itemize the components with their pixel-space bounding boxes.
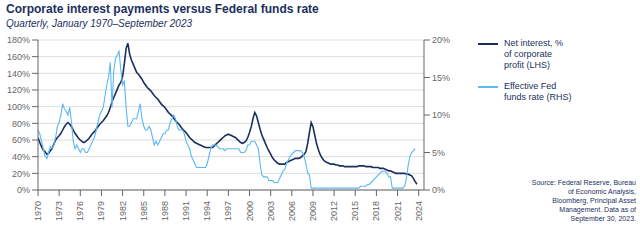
svg-text:1976: 1976	[75, 201, 85, 221]
svg-text:2015: 2015	[350, 201, 360, 221]
svg-text:2009: 2009	[308, 201, 318, 221]
svg-text:40%: 40%	[12, 152, 30, 162]
svg-text:0%: 0%	[432, 185, 445, 195]
svg-text:1970: 1970	[33, 201, 43, 221]
html-text:Effective Fed funds rate (RHS): Effective Fed funds rate (RHS)	[504, 81, 572, 102]
svg-text:120%: 120%	[8, 85, 30, 95]
svg-text:2003: 2003	[266, 201, 276, 221]
svg-text:0%: 0%	[17, 185, 30, 195]
svg-text:1994: 1994	[202, 201, 212, 221]
svg-text:2021: 2021	[393, 201, 403, 221]
svg-text:1979: 1979	[96, 201, 106, 221]
html-text:Corporate interest payments ve: Corporate interest payments versus Feder…	[6, 2, 319, 16]
svg-text:2000: 2000	[245, 201, 255, 221]
svg-text:1997: 1997	[223, 201, 233, 221]
html-text:Net interest, % of corporate p: Net interest, % of corporate profit (LHS…	[504, 38, 563, 70]
svg-text:2006: 2006	[287, 201, 297, 221]
svg-text:80%: 80%	[12, 119, 30, 129]
svg-text:1982: 1982	[118, 201, 128, 221]
svg-text:140%: 140%	[8, 69, 30, 79]
svg-text:60%: 60%	[12, 135, 30, 145]
svg-text:1973: 1973	[54, 201, 64, 221]
svg-text:20%: 20%	[12, 169, 30, 179]
svg-text:10%: 10%	[432, 110, 450, 120]
svg-text:1985: 1985	[139, 201, 149, 221]
svg-text:1991: 1991	[181, 201, 191, 221]
svg-text:2012: 2012	[329, 201, 339, 221]
svg-text:1988: 1988	[160, 201, 170, 221]
html-text:Source: Federal Reserve, Burea: Source: Federal Reserve, Bureau of Econo…	[531, 179, 636, 222]
svg-text:2024: 2024	[414, 201, 424, 221]
svg-text:100%: 100%	[8, 102, 30, 112]
svg-text:180%: 180%	[8, 35, 30, 45]
html-text:Quarterly, January 1970–Septem: Quarterly, January 1970–September 2023	[6, 18, 192, 29]
svg-text:160%: 160%	[8, 52, 30, 62]
svg-text:20%: 20%	[432, 35, 450, 45]
svg-text:5%: 5%	[432, 148, 445, 158]
svg-text:15%: 15%	[432, 73, 450, 83]
svg-text:2018: 2018	[371, 201, 381, 221]
